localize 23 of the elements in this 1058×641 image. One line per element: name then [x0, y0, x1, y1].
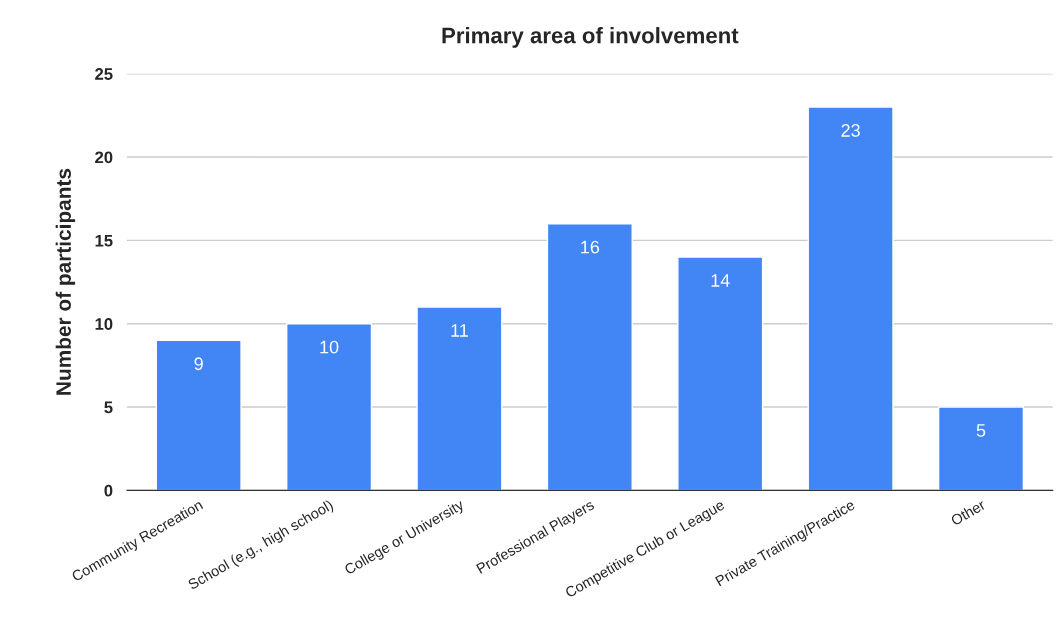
bar — [416, 306, 503, 491]
data-label: 9 — [194, 357, 203, 371]
data-label: 10 — [320, 340, 339, 354]
y-tick-label: 15 — [95, 234, 113, 247]
data-label: 23 — [841, 124, 860, 137]
y-tick-label: 25 — [95, 68, 113, 80]
x-tick-label: Other — [950, 498, 987, 526]
bar — [546, 223, 633, 491]
y-tick-label: 20 — [95, 151, 113, 164]
data-label: 16 — [581, 240, 600, 254]
bar — [285, 323, 373, 491]
chart-title: Primary area of involvement — [442, 27, 739, 48]
data-label: 5 — [976, 424, 986, 437]
y-tick-label: 10 — [95, 318, 113, 330]
y-tick-label: 5 — [104, 401, 113, 414]
bar — [677, 256, 764, 491]
y-axis-title: Number of participants — [55, 168, 76, 395]
bar — [937, 406, 1025, 491]
bar — [155, 339, 242, 491]
bar — [807, 106, 894, 491]
data-label: 14 — [711, 274, 730, 287]
data-label: 11 — [451, 324, 468, 337]
y-tick-label: 0 — [104, 484, 113, 497]
